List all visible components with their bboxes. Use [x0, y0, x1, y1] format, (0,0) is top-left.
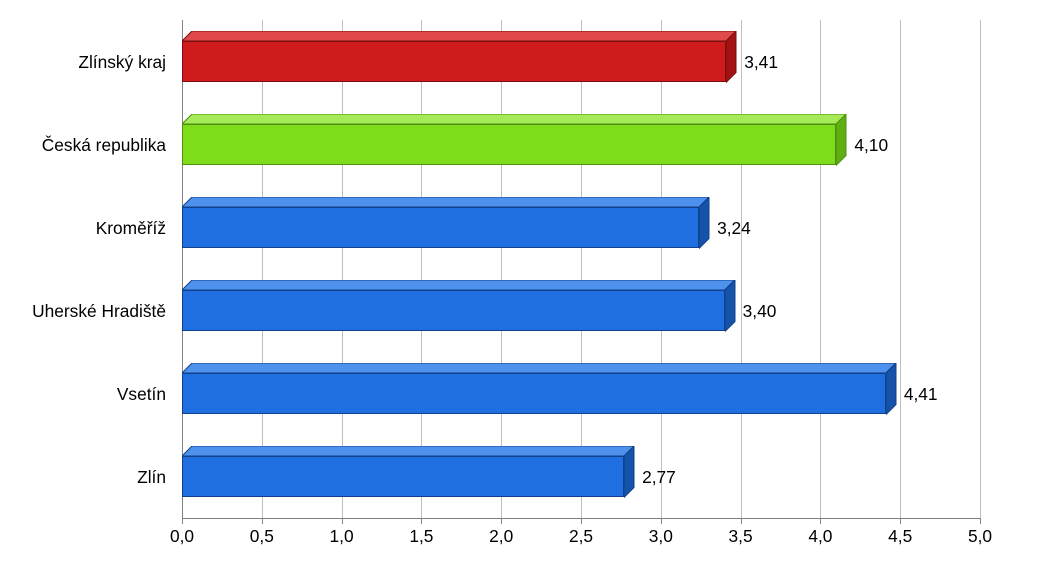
- value-label: 4,41: [904, 384, 938, 405]
- category-label: Zlínský kraj: [0, 52, 166, 73]
- x-tick-label: 3,5: [729, 526, 753, 547]
- bar-side: [886, 363, 897, 416]
- gridline: [342, 20, 343, 518]
- bar-side: [836, 114, 847, 167]
- x-tick: [741, 518, 742, 524]
- x-tick: [182, 518, 183, 524]
- bar-side: [725, 280, 736, 333]
- x-tick-label: 2,5: [569, 526, 593, 547]
- category-label: Uherské Hradiště: [0, 301, 166, 322]
- value-label: 3,40: [743, 301, 777, 322]
- bar-side: [624, 446, 635, 499]
- y-axis: [182, 20, 183, 518]
- bar: [182, 124, 836, 166]
- plot-area: [182, 20, 980, 518]
- category-label: Kroměříž: [0, 218, 166, 239]
- x-tick-label: 4,5: [888, 526, 912, 547]
- x-tick: [820, 518, 821, 524]
- bar: [182, 207, 699, 249]
- gridline: [501, 20, 502, 518]
- bar: [182, 373, 886, 415]
- category-label: Vsetín: [0, 384, 166, 405]
- x-tick-label: 5,0: [968, 526, 992, 547]
- x-tick: [900, 518, 901, 524]
- gridline: [421, 20, 422, 518]
- gridline: [581, 20, 582, 518]
- chart-container: 0,0 0,5 1,0 1,5 2,0 2,5 3,0 3,5 4,0 4,5 5,0 Zlínský…: [0, 0, 1040, 571]
- gridline: [900, 20, 901, 518]
- x-tick: [262, 518, 263, 524]
- bar: [182, 290, 725, 332]
- value-label: 4,10: [854, 135, 888, 156]
- gridline: [980, 20, 981, 518]
- bar-side: [699, 197, 710, 250]
- x-tick: [980, 518, 981, 524]
- x-tick-label: 0,5: [250, 526, 274, 547]
- x-tick-label: 1,0: [330, 526, 354, 547]
- value-label: 3,24: [717, 218, 751, 239]
- value-label: 3,41: [744, 52, 778, 73]
- gridline: [741, 20, 742, 518]
- x-tick: [342, 518, 343, 524]
- x-tick-label: 1,5: [409, 526, 433, 547]
- x-tick: [581, 518, 582, 524]
- value-label: 2,77: [642, 467, 676, 488]
- x-tick: [661, 518, 662, 524]
- x-tick: [501, 518, 502, 524]
- x-tick-label: 0,0: [170, 526, 194, 547]
- bar: [182, 41, 726, 83]
- bar: [182, 456, 624, 498]
- bar-side: [726, 31, 737, 84]
- gridline: [820, 20, 821, 518]
- x-tick-label: 4,0: [808, 526, 832, 547]
- x-tick-label: 2,0: [489, 526, 513, 547]
- x-tick-label: 3,0: [649, 526, 673, 547]
- gridline: [262, 20, 263, 518]
- gridline: [661, 20, 662, 518]
- x-tick: [421, 518, 422, 524]
- category-label: Zlín: [0, 467, 166, 488]
- category-label: Česká republika: [0, 135, 166, 156]
